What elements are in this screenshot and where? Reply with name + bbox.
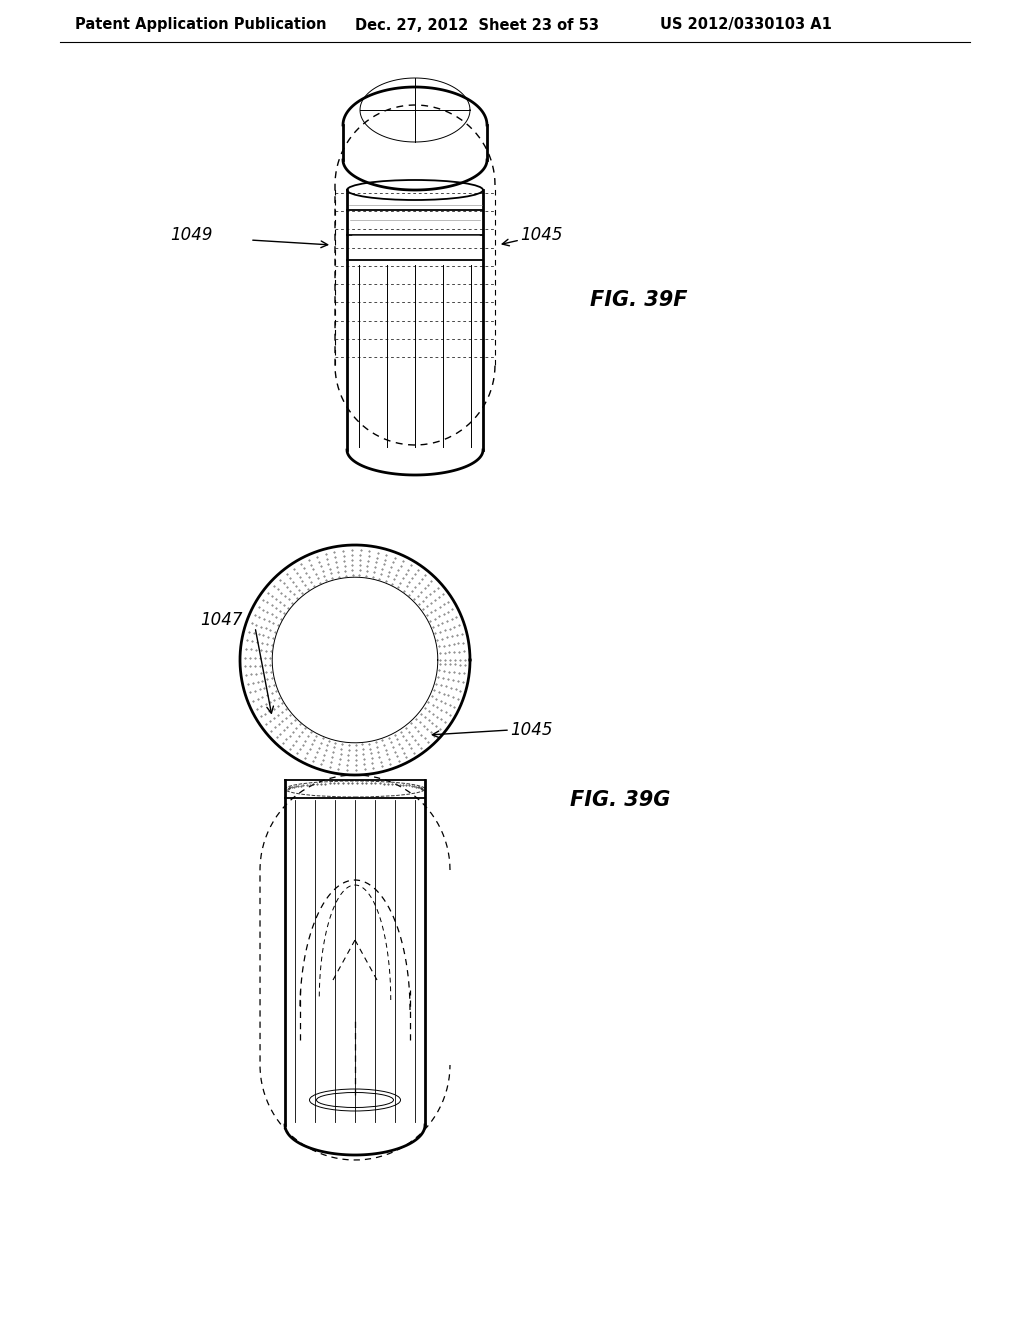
Text: 1047: 1047 (200, 611, 243, 630)
Text: Dec. 27, 2012  Sheet 23 of 53: Dec. 27, 2012 Sheet 23 of 53 (355, 17, 599, 33)
Text: Patent Application Publication: Patent Application Publication (75, 17, 327, 33)
Text: US 2012/0330103 A1: US 2012/0330103 A1 (660, 17, 831, 33)
Ellipse shape (309, 1089, 400, 1111)
Text: 1049: 1049 (170, 226, 213, 244)
Text: 1045: 1045 (520, 226, 562, 244)
Text: FIG. 39G: FIG. 39G (570, 789, 671, 810)
Text: 1045: 1045 (510, 721, 553, 739)
Text: FIG. 39F: FIG. 39F (590, 290, 687, 310)
